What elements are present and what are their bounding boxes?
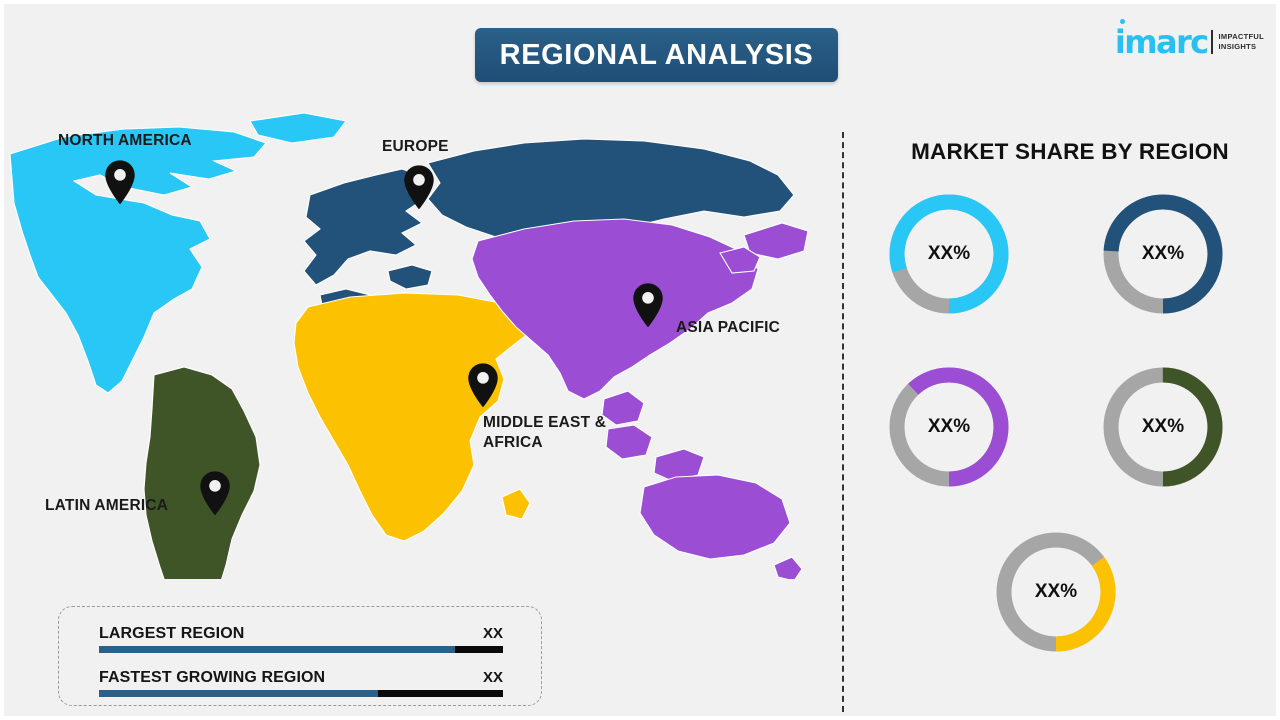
- market-share-heading: MARKET SHARE BY REGION: [911, 139, 1229, 164]
- map-pin-latin-america-icon[interactable]: [198, 470, 232, 516]
- map-region-latin-america: [143, 366, 261, 579]
- region-label-middle-east-africa: MIDDLE EAST & AFRICA: [483, 414, 607, 451]
- imarc-logo: imarc IMPACTFUL INSIGHTS: [1114, 19, 1264, 62]
- infographic-canvas: REGIONAL ANALYSIS imarc IMPACTFUL INSIGH…: [4, 4, 1276, 716]
- donut-value-label: XX%: [927, 416, 971, 437]
- summary-row: LARGEST REGION XX: [99, 625, 503, 653]
- section-divider: [842, 132, 844, 712]
- summary-row-bar: [99, 690, 503, 697]
- summary-row-bar: [99, 646, 503, 653]
- donut-value-label: XX%: [1141, 416, 1185, 437]
- logo-wordmark-text: imarc: [1114, 23, 1209, 61]
- map-pin-middle-east-africa-icon[interactable]: [466, 362, 500, 408]
- donut-chart: XX%: [986, 522, 1126, 662]
- donut-value-label: XX%: [1141, 243, 1185, 264]
- logo-tagline-line2: INSIGHTS: [1218, 42, 1257, 51]
- summary-row-label: FASTEST GROWING REGION: [99, 669, 326, 686]
- donut-chart: XX%: [879, 357, 1019, 497]
- map-region-asia-pacific: [471, 218, 809, 579]
- region-label-asia-pacific: ASIA PACIFIC: [676, 319, 781, 336]
- donut-value-label: XX%: [927, 243, 971, 264]
- summary-row: FASTEST GROWING REGION XX: [99, 669, 503, 697]
- region-label-latin-america: LATIN AMERICA: [45, 497, 169, 514]
- logo-tagline: IMPACTFUL INSIGHTS: [1219, 32, 1264, 52]
- summary-row-bar-fill: [99, 690, 378, 697]
- donut-value-label: XX%: [1034, 581, 1078, 602]
- donut-chart: XX%: [879, 184, 1019, 324]
- map-pin-asia-pacific-icon[interactable]: [631, 282, 665, 328]
- page-title: REGIONAL ANALYSIS: [475, 28, 838, 82]
- region-summary-box: LARGEST REGION XX FASTEST GROWING REGION XX: [58, 606, 542, 706]
- logo-divider: [1210, 30, 1213, 54]
- donut-chart: XX%: [1093, 357, 1233, 497]
- logo-wordmark: imarc: [1114, 19, 1209, 61]
- region-label-europe: EUROPE: [382, 138, 449, 155]
- region-label-north-america: NORTH AMERICA: [58, 132, 192, 149]
- page-title-text: REGIONAL ANALYSIS: [499, 38, 814, 71]
- summary-row-value: XX: [482, 625, 503, 642]
- summary-row-bar-fill: [99, 646, 455, 653]
- summary-row-label: LARGEST REGION: [99, 625, 245, 642]
- world-map: [4, 99, 824, 579]
- logo-tagline-line1: IMPACTFUL: [1218, 32, 1264, 42]
- map-pin-north-america-icon[interactable]: [103, 159, 137, 205]
- logo-dot-icon: [1119, 19, 1125, 24]
- summary-row-value: XX: [482, 669, 503, 686]
- donut-chart: XX%: [1093, 184, 1233, 324]
- map-pin-europe-icon[interactable]: [402, 164, 436, 210]
